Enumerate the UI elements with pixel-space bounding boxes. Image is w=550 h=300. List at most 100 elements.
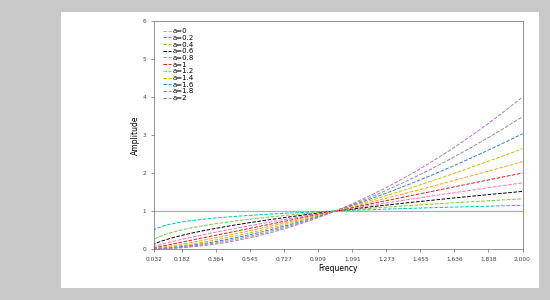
a=0.6 <box>183 232 190 236</box>
a=1.8 <box>437 163 443 166</box>
a=1.4 <box>443 174 450 178</box>
a=2 <box>183 246 190 249</box>
a=2 <box>310 218 316 221</box>
a=0 <box>519 209 526 213</box>
Line: a=0.4: a=0.4 <box>148 199 522 247</box>
Line: a=1.8: a=1.8 <box>148 117 522 249</box>
Line: a=0.8: a=0.8 <box>148 183 522 249</box>
a=0.4 <box>519 197 526 201</box>
a=1.2 <box>402 192 409 195</box>
a=2 <box>145 247 151 251</box>
a=0 <box>310 209 316 213</box>
a=1.8 <box>183 245 190 249</box>
a=0.6 <box>402 201 409 205</box>
a=0 <box>437 209 443 213</box>
a=0.8 <box>183 236 190 240</box>
a=0.4 <box>145 245 151 248</box>
Legend: a=0, a=0.2, a=0.4, a=0.6, a=0.8, a=1, a=1.2, a=1.4, a=1.6, a=1.8, a=2: a=0, a=0.2, a=0.4, a=0.6, a=0.8, a=1, a=… <box>161 27 196 103</box>
a=1.8 <box>402 180 409 184</box>
a=1.2 <box>183 242 190 245</box>
a=1.6 <box>296 220 303 224</box>
a=0 <box>402 209 409 213</box>
a=0.8 <box>437 193 443 196</box>
a=0.4 <box>296 212 303 216</box>
a=0.2 <box>402 207 409 210</box>
a=1.2 <box>296 218 303 221</box>
a=1.6 <box>145 247 151 251</box>
a=0.4 <box>443 201 450 205</box>
a=0.2 <box>443 206 450 209</box>
a=1.8 <box>145 247 151 251</box>
a=0.6 <box>437 198 443 201</box>
a=0.2 <box>183 220 190 223</box>
a=0 <box>296 209 303 213</box>
a=0.8 <box>402 198 409 202</box>
a=0 <box>183 209 190 213</box>
a=0.8 <box>145 247 151 250</box>
a=1 <box>437 188 443 191</box>
a=1.4 <box>402 188 409 191</box>
Line: a=0.6: a=0.6 <box>148 191 522 248</box>
a=2 <box>437 155 443 158</box>
a=1.4 <box>437 176 443 180</box>
a=0 <box>443 209 450 213</box>
a=1.2 <box>519 160 526 164</box>
X-axis label: Frequency: Frequency <box>318 264 358 273</box>
a=1.6 <box>183 244 190 248</box>
a=0.2 <box>437 206 443 209</box>
a=1 <box>183 239 190 243</box>
a=0.4 <box>402 204 409 208</box>
a=1 <box>296 216 303 220</box>
a=0.2 <box>296 211 303 214</box>
a=1 <box>310 214 316 217</box>
Line: a=1.6: a=1.6 <box>148 134 522 249</box>
a=1.6 <box>443 167 450 170</box>
a=2 <box>519 95 526 99</box>
Line: a=1.2: a=1.2 <box>148 162 522 249</box>
a=1 <box>145 247 151 251</box>
a=1.8 <box>443 159 450 163</box>
a=1.4 <box>296 219 303 223</box>
a=1.6 <box>437 170 443 173</box>
a=1.6 <box>402 184 409 188</box>
a=0.6 <box>519 190 526 193</box>
a=1.2 <box>145 247 151 251</box>
a=1.2 <box>310 214 316 218</box>
a=1.8 <box>296 221 303 225</box>
a=0.8 <box>443 192 450 196</box>
a=0.2 <box>519 203 526 207</box>
a=0.8 <box>519 181 526 184</box>
a=0.6 <box>443 197 450 200</box>
a=2 <box>296 222 303 226</box>
a=1 <box>402 195 409 199</box>
Line: a=2: a=2 <box>148 97 522 249</box>
a=1.6 <box>310 216 316 220</box>
a=1 <box>443 187 450 190</box>
a=0.6 <box>310 212 316 216</box>
a=0.2 <box>310 210 316 214</box>
a=0.6 <box>296 214 303 217</box>
a=0.6 <box>145 247 151 250</box>
a=0.4 <box>310 211 316 215</box>
a=1.4 <box>310 215 316 219</box>
a=2 <box>443 150 450 154</box>
Line: a=1: a=1 <box>148 173 522 249</box>
a=1.2 <box>437 182 443 186</box>
a=1 <box>519 171 526 175</box>
a=1.8 <box>310 217 316 220</box>
a=1.2 <box>443 181 450 184</box>
a=1.4 <box>183 243 190 247</box>
Y-axis label: Amplitude: Amplitude <box>131 115 140 155</box>
a=1.4 <box>519 147 526 151</box>
a=0 <box>145 209 151 213</box>
Line: a=1.4: a=1.4 <box>148 149 522 249</box>
a=2 <box>402 176 409 179</box>
a=0.2 <box>145 238 151 241</box>
a=1.8 <box>519 115 526 119</box>
Line: a=0.2: a=0.2 <box>148 205 522 239</box>
a=0.4 <box>183 227 190 231</box>
a=1.4 <box>145 247 151 251</box>
a=1.6 <box>519 132 526 136</box>
a=0.8 <box>310 213 316 216</box>
a=0.8 <box>296 215 303 219</box>
